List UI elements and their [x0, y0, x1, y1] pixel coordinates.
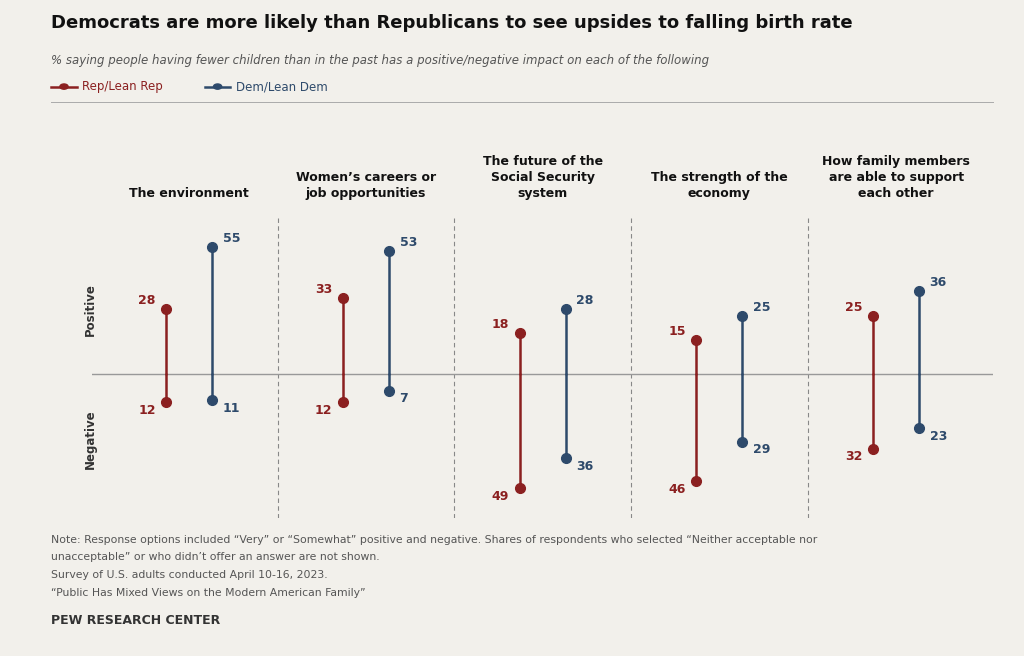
- Text: 53: 53: [399, 236, 417, 249]
- Text: 28: 28: [138, 295, 156, 308]
- Text: 28: 28: [577, 295, 594, 308]
- Text: Note: Response options included “Very” or “Somewhat” positive and negative. Shar: Note: Response options included “Very” o…: [51, 535, 817, 544]
- Text: The strength of the
economy: The strength of the economy: [651, 171, 787, 200]
- Text: 25: 25: [845, 302, 862, 314]
- Text: 46: 46: [669, 483, 686, 496]
- Text: Survey of U.S. adults conducted April 10-16, 2023.: Survey of U.S. adults conducted April 10…: [51, 570, 328, 580]
- Text: 12: 12: [138, 404, 156, 417]
- Text: 23: 23: [930, 430, 947, 443]
- Text: % saying people having fewer children than in the past has a positive/negative i: % saying people having fewer children th…: [51, 54, 710, 67]
- Text: PEW RESEARCH CENTER: PEW RESEARCH CENTER: [51, 614, 220, 627]
- Text: Democrats are more likely than Republicans to see upsides to falling birth rate: Democrats are more likely than Republica…: [51, 14, 853, 32]
- Text: 12: 12: [315, 404, 333, 417]
- Text: 32: 32: [845, 451, 862, 463]
- Text: 55: 55: [223, 232, 241, 245]
- Text: Negative: Negative: [84, 409, 97, 469]
- Text: 36: 36: [577, 460, 594, 473]
- Text: 11: 11: [223, 401, 241, 415]
- Text: unacceptable” or who didn’t offer an answer are not shown.: unacceptable” or who didn’t offer an ans…: [51, 552, 380, 562]
- Text: 29: 29: [753, 443, 770, 457]
- Text: 49: 49: [492, 490, 509, 503]
- Text: 25: 25: [753, 302, 770, 314]
- Text: Positive: Positive: [84, 283, 97, 336]
- Text: 33: 33: [315, 283, 333, 296]
- Text: The future of the
Social Security
system: The future of the Social Security system: [482, 155, 603, 200]
- Text: Women’s careers or
job opportunities: Women’s careers or job opportunities: [296, 171, 436, 200]
- Text: 7: 7: [399, 392, 409, 405]
- Text: How family members
are able to support
each other: How family members are able to support e…: [822, 155, 970, 200]
- Text: Dem/Lean Dem: Dem/Lean Dem: [236, 80, 328, 93]
- Text: “Public Has Mixed Views on the Modern American Family”: “Public Has Mixed Views on the Modern Am…: [51, 588, 366, 598]
- Text: Rep/Lean Rep: Rep/Lean Rep: [82, 80, 163, 93]
- Text: The environment: The environment: [129, 187, 249, 200]
- Text: 36: 36: [930, 276, 947, 289]
- Text: 15: 15: [669, 325, 686, 338]
- Text: 18: 18: [492, 318, 509, 331]
